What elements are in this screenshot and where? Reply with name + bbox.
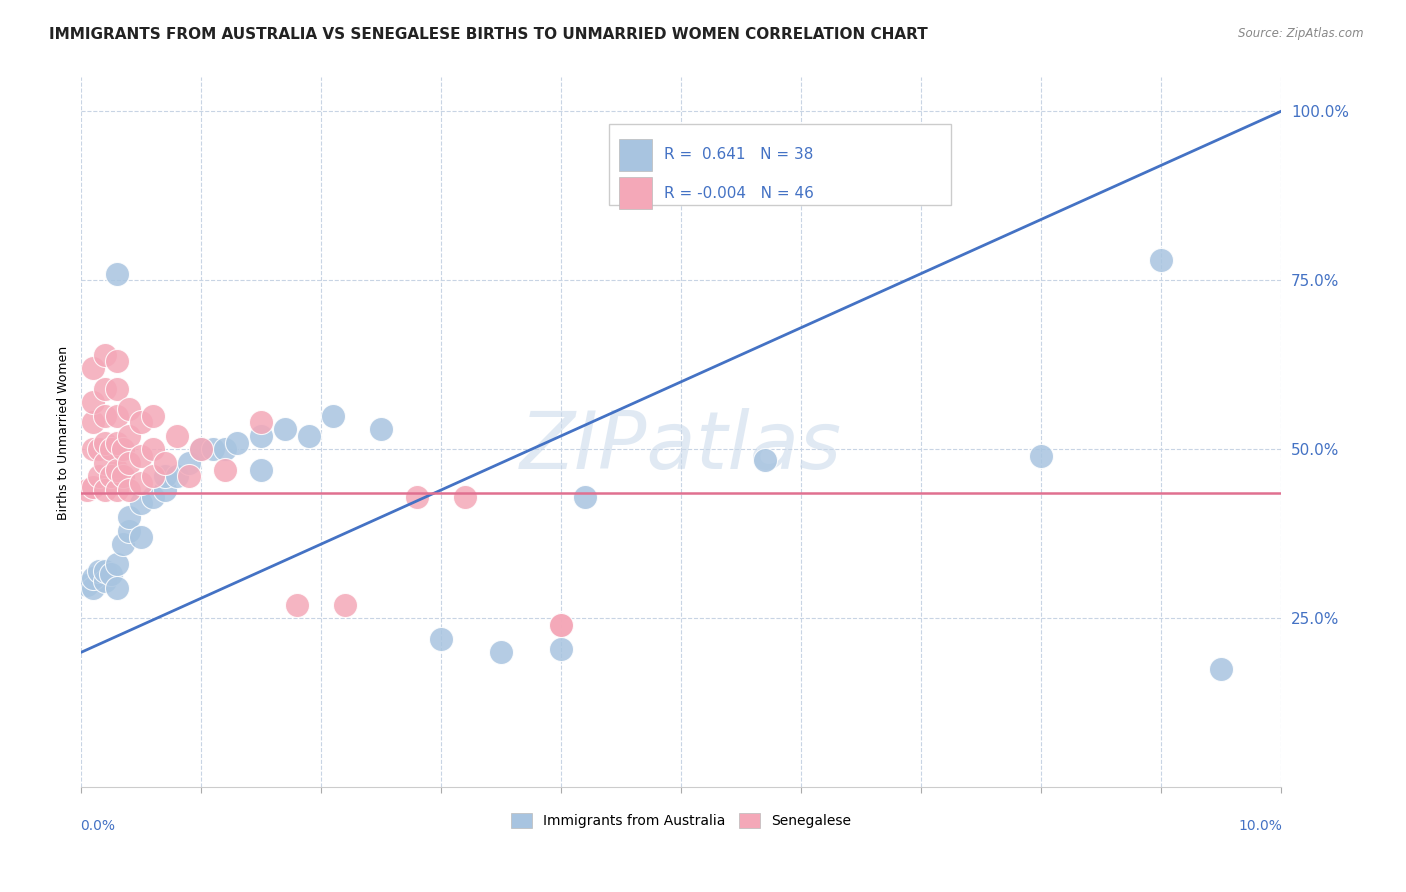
Text: R =  0.641   N = 38: R = 0.641 N = 38: [665, 147, 814, 162]
Point: [82, 361, 104, 376]
Point: [550, 641, 572, 656]
Point: [105, 558, 128, 572]
Point: [454, 490, 477, 504]
Point: [100, 469, 122, 483]
Point: [1029, 449, 1052, 463]
Point: [105, 267, 128, 281]
Point: [105, 409, 128, 423]
Point: [94, 409, 117, 423]
Point: [105, 354, 128, 368]
Point: [118, 429, 141, 443]
Point: [754, 452, 776, 467]
Point: [190, 442, 212, 457]
Point: [89, 469, 111, 483]
Bar: [619, 177, 652, 209]
Point: [430, 632, 453, 646]
Point: [166, 429, 188, 443]
Point: [118, 524, 141, 538]
Point: [118, 456, 141, 470]
Point: [105, 435, 128, 450]
Point: [166, 469, 188, 483]
Point: [574, 490, 596, 504]
Point: [298, 429, 321, 443]
Text: R = -0.004   N = 46: R = -0.004 N = 46: [665, 186, 814, 201]
Point: [82, 479, 104, 493]
Point: [142, 409, 165, 423]
Point: [82, 571, 104, 585]
Point: [105, 581, 128, 595]
Point: [155, 456, 177, 470]
Point: [118, 483, 141, 497]
Point: [76, 483, 98, 497]
Point: [82, 395, 104, 409]
Point: [129, 496, 152, 510]
Point: [105, 463, 128, 477]
Point: [105, 382, 128, 396]
Point: [100, 442, 122, 457]
Point: [94, 348, 117, 362]
Point: [82, 442, 104, 457]
Point: [250, 429, 273, 443]
Point: [214, 463, 236, 477]
Point: [322, 409, 344, 423]
Point: [250, 463, 273, 477]
Point: [142, 490, 165, 504]
Point: [190, 442, 212, 457]
Point: [214, 442, 236, 457]
Point: [82, 415, 104, 429]
Point: [155, 469, 177, 483]
Point: [112, 442, 135, 457]
Point: [406, 490, 429, 504]
Point: [155, 483, 177, 497]
Text: ZIPatlas: ZIPatlas: [520, 408, 842, 485]
Point: [118, 401, 141, 416]
Point: [142, 469, 165, 483]
Point: [94, 435, 117, 450]
Y-axis label: Births to Unmarried Women: Births to Unmarried Women: [58, 345, 70, 519]
Point: [94, 564, 117, 578]
Legend: Immigrants from Australia, Senegalese: Immigrants from Australia, Senegalese: [506, 808, 856, 834]
Point: [129, 476, 152, 491]
Point: [226, 435, 249, 450]
Point: [179, 456, 201, 470]
Point: [105, 483, 128, 497]
FancyBboxPatch shape: [609, 124, 950, 205]
Point: [112, 469, 135, 483]
Text: 10.0%: 10.0%: [1239, 820, 1282, 833]
Point: [202, 442, 225, 457]
Point: [112, 537, 135, 551]
Point: [550, 618, 572, 632]
Text: Source: ZipAtlas.com: Source: ZipAtlas.com: [1239, 27, 1364, 40]
Bar: [619, 138, 652, 170]
Point: [274, 422, 297, 436]
Point: [89, 564, 111, 578]
Point: [179, 469, 201, 483]
Point: [550, 618, 572, 632]
Point: [94, 382, 117, 396]
Point: [285, 598, 308, 612]
Point: [94, 483, 117, 497]
Point: [489, 645, 512, 659]
Point: [89, 442, 111, 457]
Point: [100, 567, 122, 582]
Point: [129, 415, 152, 429]
Text: 0.0%: 0.0%: [80, 820, 115, 833]
Point: [370, 422, 392, 436]
Point: [82, 581, 104, 595]
Point: [129, 449, 152, 463]
Text: IMMIGRANTS FROM AUSTRALIA VS SENEGALESE BIRTHS TO UNMARRIED WOMEN CORRELATION CH: IMMIGRANTS FROM AUSTRALIA VS SENEGALESE …: [49, 27, 928, 42]
Point: [1209, 662, 1232, 676]
Point: [94, 456, 117, 470]
Point: [1150, 253, 1173, 268]
Point: [76, 577, 98, 591]
Point: [94, 574, 117, 589]
Point: [142, 442, 165, 457]
Point: [335, 598, 357, 612]
Point: [118, 510, 141, 524]
Point: [250, 415, 273, 429]
Point: [129, 530, 152, 544]
